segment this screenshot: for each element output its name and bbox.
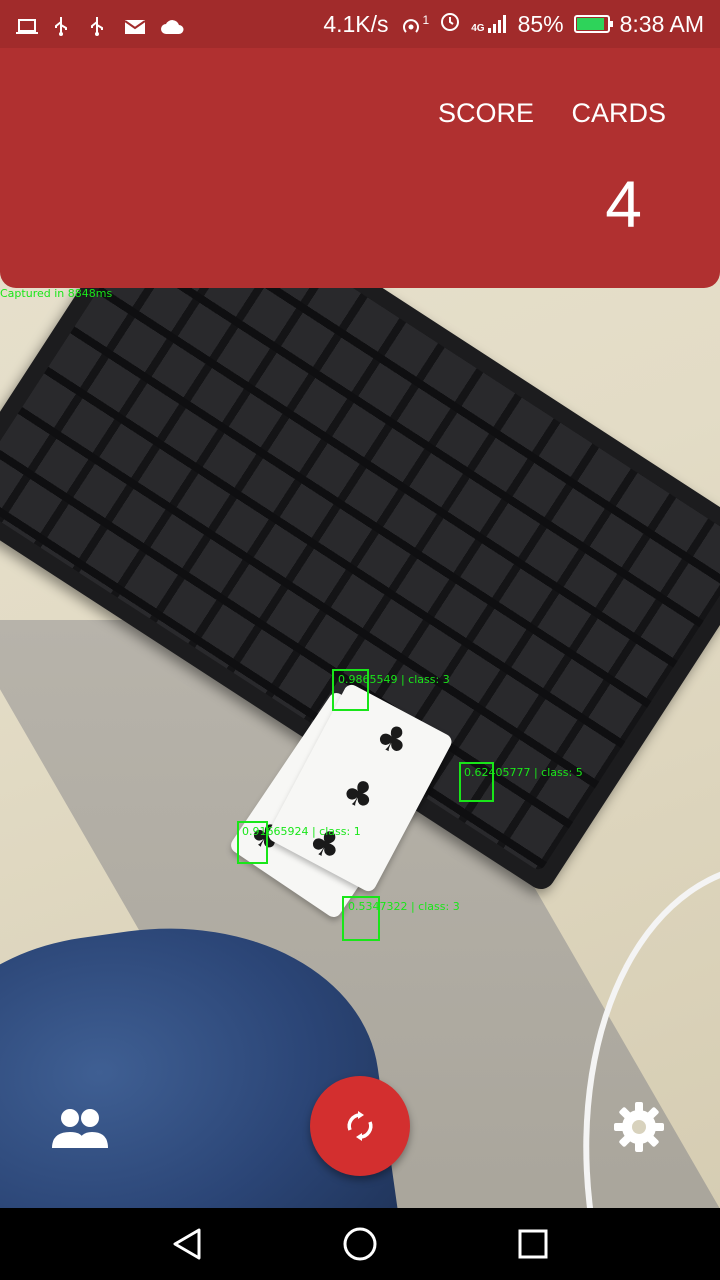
navigation-bar (0, 1208, 720, 1280)
refresh-button[interactable] (310, 1076, 410, 1176)
detection-label: 0.5347322 | class: 3 (348, 900, 460, 913)
players-button[interactable] (48, 1106, 112, 1150)
score-header: SCORE CARDS 4 (0, 48, 720, 288)
detection-box (342, 896, 380, 941)
detection-box (332, 669, 369, 711)
gmail-icon (124, 15, 146, 34)
laptop-icon (16, 15, 38, 34)
hotspot-icon: 1 (399, 13, 430, 35)
detection-label: 0.91665924 | class: 1 (242, 825, 361, 838)
hotspot-count: 1 (422, 13, 430, 27)
system-icons: 4.1K/s 1 4G 85% 8:38 AM (323, 10, 704, 38)
signal-label: 4G (471, 23, 485, 34)
people-icon (52, 1109, 108, 1148)
cards-label: CARDS (571, 98, 666, 128)
refresh-icon (347, 1111, 373, 1141)
capture-time-text: Captured in 8848ms (0, 287, 113, 300)
alarm-icon (439, 10, 461, 38)
network-speed: 4.1K/s (323, 10, 389, 37)
battery-icon (573, 15, 613, 33)
cloud-icon (160, 15, 184, 34)
cards-value: 4 (605, 167, 642, 241)
status-bar: 4.1K/s 1 4G 85% 8:38 AM (0, 0, 720, 48)
settings-button[interactable] (610, 1098, 668, 1156)
signal-4g-icon: 4G (471, 14, 507, 34)
back-triangle-icon (173, 1228, 201, 1260)
recents-button[interactable] (509, 1220, 557, 1268)
recents-square-icon (518, 1229, 548, 1259)
detection-box (237, 821, 268, 864)
notification-icons (16, 15, 184, 36)
usb-icon (52, 15, 74, 36)
detection-box (459, 762, 494, 802)
back-button[interactable] (163, 1220, 211, 1268)
gear-icon (614, 1102, 664, 1152)
score-label: SCORE (437, 98, 534, 128)
detection-label: 0.9865549 | class: 3 (338, 673, 450, 686)
clock: 8:38 AM (619, 10, 704, 37)
home-button[interactable] (336, 1220, 384, 1268)
detection-label: 0.62405777 | class: 5 (464, 766, 583, 779)
usb-icon (88, 15, 110, 36)
home-circle-icon (343, 1227, 377, 1261)
battery-percent: 85% (517, 10, 564, 37)
